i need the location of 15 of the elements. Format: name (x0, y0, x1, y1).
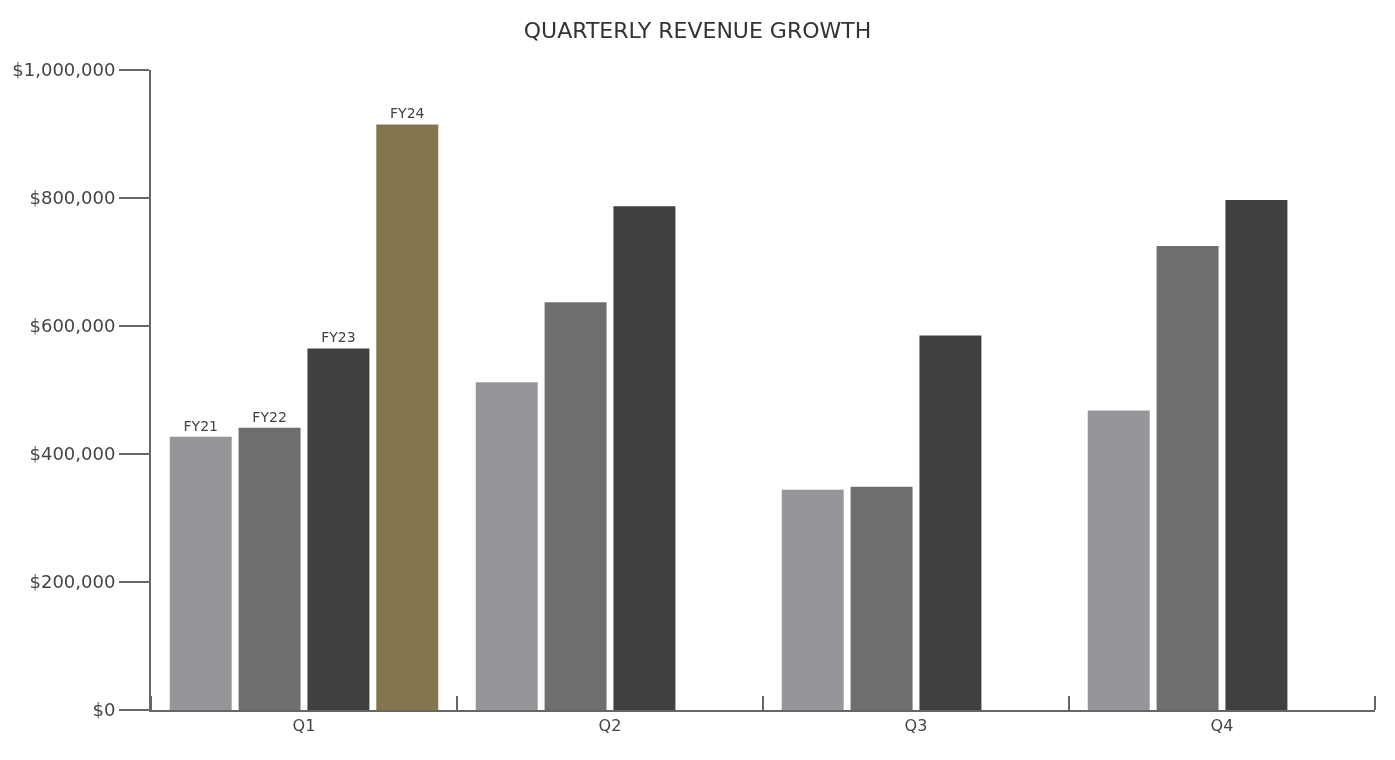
x-tick-label: Q1 (292, 716, 316, 736)
x-tick-label: Q4 (1210, 716, 1234, 736)
y-tick-label: $0 (92, 699, 116, 721)
series-label: FY22 (252, 408, 287, 425)
y-tick-label: $600,000 (29, 315, 116, 337)
y-tick-label: $800,000 (29, 187, 116, 209)
chart-title: QUARTERLY REVENUE GROWTH (523, 18, 872, 44)
y-tick-label: $400,000 (29, 443, 116, 465)
x-tick-label: Q3 (904, 716, 928, 736)
x-tick-label: Q2 (598, 716, 622, 736)
series-label: FY21 (183, 417, 218, 434)
y-tick-label: $200,000 (29, 571, 116, 593)
y-tick-label: $1,000,000 (12, 59, 116, 81)
series-label: FY24 (390, 105, 425, 122)
series-label: FY23 (321, 329, 356, 346)
